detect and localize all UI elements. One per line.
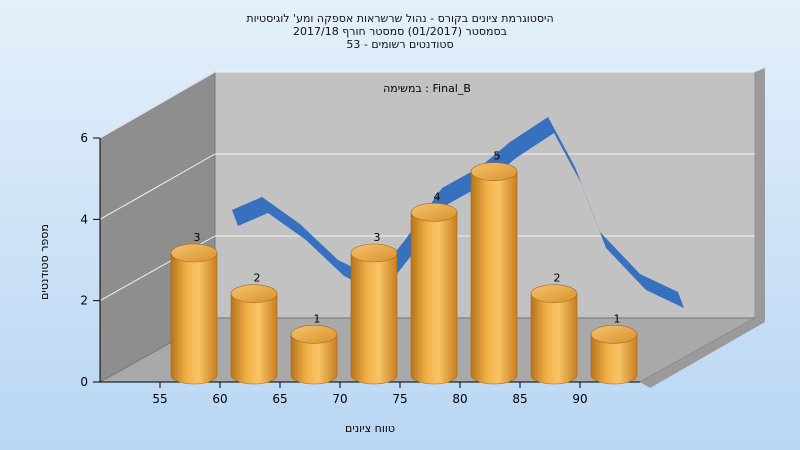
x-tick-label: 65	[272, 392, 287, 406]
bar-top	[230, 284, 278, 303]
labels-layer: 0 2 4 6 55 60 65 70 75 80 85 90 3 2 1 3 4 5 2 1	[80, 131, 620, 406]
bar-top	[530, 284, 578, 303]
x-tick-label: 55	[152, 392, 167, 406]
bar-value-label: 1	[314, 312, 321, 325]
bar	[470, 162, 518, 385]
bar-body	[230, 293, 278, 385]
grid-line-left	[99, 153, 216, 220]
bars-layer	[170, 162, 638, 385]
x-axis-title: טווח ציונים	[345, 422, 395, 435]
bar-top	[590, 325, 638, 344]
bar-top	[290, 325, 338, 344]
bar-top	[470, 162, 518, 181]
bar-value-label: 2	[554, 272, 561, 285]
bar-top	[350, 243, 398, 263]
y-tick-label: 2	[80, 294, 88, 308]
bar-top	[170, 243, 218, 263]
bar-body	[590, 334, 638, 385]
bar-value-label: 5	[494, 150, 501, 163]
bar	[290, 325, 338, 385]
bar-value-label: 3	[194, 231, 201, 244]
bar	[230, 284, 278, 385]
bar	[170, 243, 218, 385]
x-tick-label: 70	[332, 392, 347, 406]
bar-body	[290, 334, 338, 385]
bar	[590, 325, 638, 385]
bar-value-label: 4	[434, 190, 441, 203]
bar-body	[410, 212, 458, 385]
grid-line-left	[99, 71, 216, 139]
bar-body	[170, 252, 218, 385]
chart-subtitle: במשימה : Final_B	[383, 82, 471, 95]
bar-body	[470, 171, 518, 385]
chart-title-line-2: בסמסטר (01/2017) סמסטר חורף 2017/18	[293, 25, 507, 38]
chart-title-line-3: סטודנטים רשומים - 53	[346, 38, 454, 51]
bar-value-label: 2	[254, 272, 261, 285]
floor-edge	[640, 318, 765, 388]
x-tick-label: 60	[212, 392, 227, 406]
y-tick-label: 6	[80, 131, 88, 145]
x-tick-label: 75	[392, 392, 407, 406]
chart-title-line-1: היסטוגרמת ציונים בקורס - נהול שרשראות אס…	[246, 12, 554, 25]
y-tick-label: 0	[80, 375, 88, 389]
y-tick-label: 4	[80, 212, 88, 226]
x-tick-label: 90	[572, 392, 587, 406]
bar-body	[350, 252, 398, 385]
bar-body	[530, 293, 578, 385]
bar	[350, 243, 398, 385]
x-tick-label: 85	[512, 392, 527, 406]
bar	[410, 203, 458, 385]
bar-value-label: 3	[374, 231, 381, 244]
y-axis-title: מספר סטודנטים	[38, 224, 51, 300]
right-edge	[755, 68, 765, 322]
bar-top	[410, 203, 458, 222]
bar-value-label: 1	[614, 312, 621, 325]
bar	[530, 284, 578, 385]
x-tick-label: 80	[452, 392, 467, 406]
